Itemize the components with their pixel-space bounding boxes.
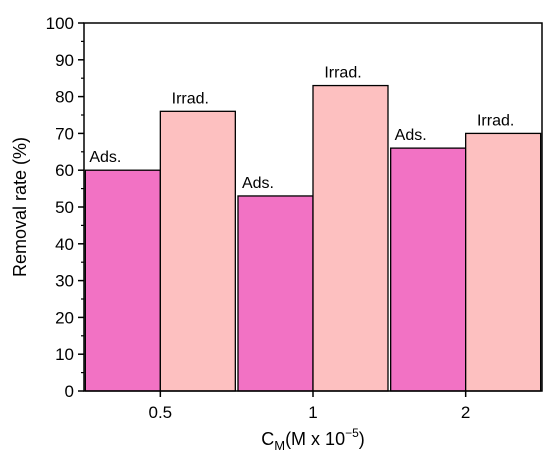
y-tick-label: 30 <box>55 272 74 291</box>
y-tick-label: 20 <box>55 308 74 327</box>
y-tick-label: 0 <box>65 382 74 401</box>
bar-series-label: Irrad. <box>477 112 514 129</box>
y-axis-title: Removal rate (%) <box>10 137 30 277</box>
x-axis-title-exp: −5 <box>345 426 359 440</box>
x-axis: 0.5 1 2 <box>149 391 470 422</box>
bar <box>312 84 389 392</box>
x-axis-title-sub: M <box>274 438 285 453</box>
bar-labels-group: Ads. Irrad. Ads. Irrad. Ads. Irrad. <box>89 65 514 192</box>
bar-series-label: Ads. <box>395 127 427 144</box>
bar <box>237 195 314 392</box>
bar-series-label: Irrad. <box>324 65 361 82</box>
x-axis-title-main: C <box>261 429 274 449</box>
x-tick-label: 1 <box>308 403 317 422</box>
y-axis: 0 10 20 30 40 50 60 70 80 90 100 <box>46 14 84 401</box>
x-tick-label: 2 <box>461 403 470 422</box>
x-axis-title-rest: (M x 10 <box>285 429 345 449</box>
y-tick-label: 90 <box>55 51 74 70</box>
y-tick-label: 80 <box>55 88 74 107</box>
bar <box>84 169 161 392</box>
bar-series-label: Ads. <box>89 149 121 166</box>
x-tick-label: 0.5 <box>149 403 173 422</box>
bar-series-label: Irrad. <box>172 90 209 107</box>
y-tick-label: 100 <box>46 14 74 33</box>
bar <box>159 110 236 392</box>
y-tick-label: 10 <box>55 345 74 364</box>
y-tick-label: 50 <box>55 198 74 217</box>
bar <box>390 147 467 392</box>
x-axis-title-close: ) <box>359 429 365 449</box>
y-tick-label: 60 <box>55 161 74 180</box>
bars-group <box>84 84 542 392</box>
bar <box>465 132 542 392</box>
y-tick-label: 70 <box>55 124 74 143</box>
bar-series-label: Ads. <box>242 175 274 192</box>
y-tick-label: 40 <box>55 235 74 254</box>
x-axis-title: CM(M x 10−5) <box>261 426 365 453</box>
